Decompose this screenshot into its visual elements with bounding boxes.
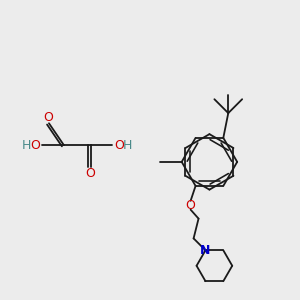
Text: H: H	[22, 139, 31, 152]
Text: O: O	[186, 199, 196, 212]
Text: O: O	[85, 167, 95, 180]
Text: O: O	[30, 139, 40, 152]
Text: N: N	[200, 244, 211, 257]
Text: O: O	[114, 139, 124, 152]
Text: H: H	[123, 139, 133, 152]
Text: O: O	[43, 111, 53, 124]
